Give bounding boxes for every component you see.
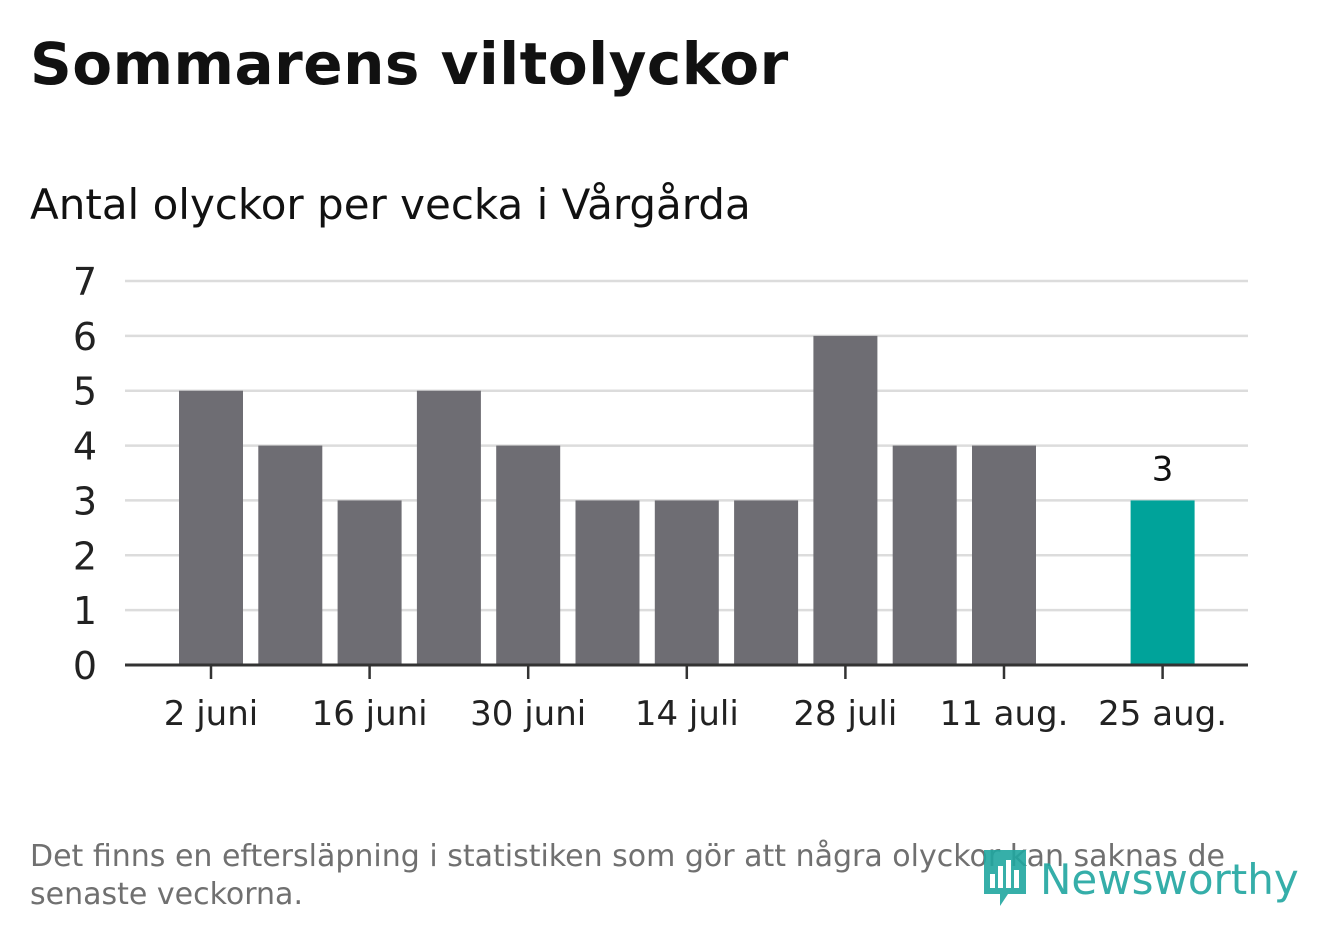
newsworthy-logo: Newsworthy	[980, 848, 1299, 910]
x-tick-label: 30 juni	[470, 694, 586, 734]
bar	[179, 390, 243, 665]
y-tick-label: 0	[73, 644, 97, 688]
bar	[337, 500, 402, 665]
chart-subtitle: Antal olyckor per vecka i Vårgårda	[30, 180, 751, 229]
bar	[496, 445, 561, 665]
logo-text: Newsworthy	[1040, 854, 1299, 904]
y-tick-label: 6	[73, 315, 97, 359]
y-tick-label: 4	[73, 425, 97, 469]
x-tick-label: 25 aug.	[1098, 694, 1227, 734]
bar	[972, 445, 1036, 665]
y-tick-label: 5	[73, 370, 97, 414]
x-tick-label: 11 aug.	[940, 694, 1069, 734]
bar	[416, 390, 481, 665]
bar	[813, 335, 878, 665]
x-tick-label: 16 juni	[312, 694, 428, 734]
x-tick-label: 2 juni	[164, 694, 258, 734]
y-tick-label: 1	[73, 589, 97, 633]
y-tick-label: 2	[73, 534, 97, 578]
chart-title: Sommarens viltolyckor	[30, 30, 789, 98]
bar	[892, 445, 957, 665]
y-tick-label: 7	[73, 260, 97, 304]
x-tick-label: 14 juli	[635, 694, 739, 734]
bar	[258, 445, 323, 665]
y-tick-label: 3	[73, 479, 97, 523]
bar	[575, 500, 640, 665]
bar	[734, 500, 799, 665]
bar-chart-speech-bubble-icon	[984, 850, 1026, 906]
data-label: 3	[1152, 449, 1174, 489]
bar-highlight	[1130, 500, 1195, 665]
x-tick-label: 28 juli	[793, 694, 897, 734]
bar	[654, 500, 719, 665]
